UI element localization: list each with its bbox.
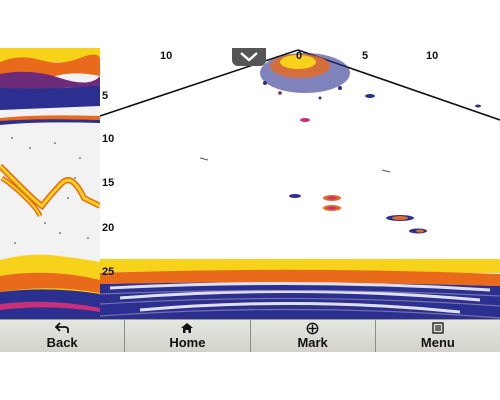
softkey-toolbar: Back Home Mark Menu bbox=[0, 319, 500, 352]
menu-button[interactable]: Menu bbox=[376, 320, 500, 352]
chevron-down-icon bbox=[240, 52, 258, 62]
sonar-main-panel bbox=[100, 48, 500, 319]
depth-scale: 5 10 15 20 25 bbox=[100, 48, 124, 319]
home-label: Home bbox=[169, 335, 206, 350]
back-label: Back bbox=[46, 335, 78, 350]
depth-label: 5 bbox=[102, 90, 109, 102]
view-options-tab[interactable] bbox=[232, 48, 266, 66]
mark-button[interactable]: Mark bbox=[251, 320, 376, 352]
mark-label: Mark bbox=[297, 335, 328, 350]
sonar-history-image bbox=[0, 48, 100, 319]
range-label: 5 bbox=[362, 50, 369, 62]
depth-label: 20 bbox=[102, 222, 115, 234]
sonar-display: 5 10 15 20 25 bbox=[0, 48, 500, 319]
sonar-cone-image bbox=[100, 48, 500, 319]
menu-list-icon bbox=[432, 322, 444, 334]
range-label: 10 bbox=[426, 50, 439, 62]
back-arrow-icon bbox=[54, 322, 70, 334]
home-button[interactable]: Home bbox=[125, 320, 251, 352]
crosshair-icon bbox=[306, 322, 319, 334]
range-label: 10 bbox=[160, 50, 173, 62]
depth-label: 25 bbox=[102, 266, 115, 278]
back-button[interactable]: Back bbox=[0, 320, 126, 352]
sonar-history-panel bbox=[0, 48, 100, 319]
depth-label: 10 bbox=[102, 133, 115, 145]
menu-label: Menu bbox=[420, 335, 455, 350]
home-icon bbox=[180, 322, 194, 334]
range-label: 0 bbox=[296, 50, 303, 62]
depth-label: 15 bbox=[102, 177, 115, 189]
